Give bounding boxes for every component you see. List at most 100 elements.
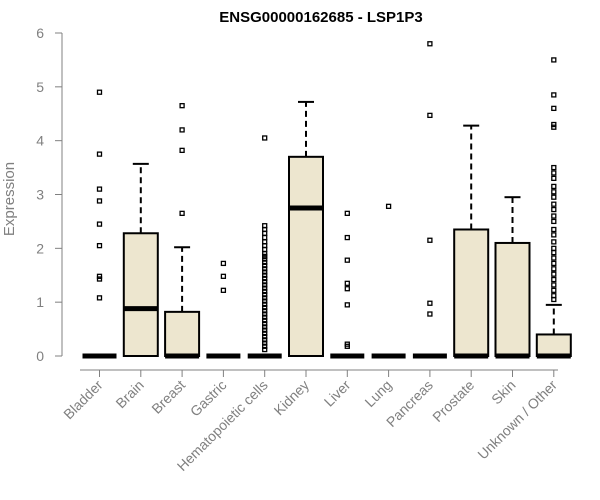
outlier-point [96, 89, 103, 95]
outlier-point [262, 288, 268, 295]
outlier-point [262, 327, 268, 333]
outlier-point [262, 343, 268, 349]
outlier-point [220, 287, 227, 293]
y-tick-label: 4 [36, 133, 44, 149]
outlier-point [262, 256, 268, 262]
outlier-point [551, 226, 557, 233]
x-tick-label: Breast [148, 377, 188, 417]
outlier-point [262, 298, 268, 304]
outlier-point [344, 286, 350, 292]
outlier-point [220, 260, 227, 267]
outlier-point [551, 255, 557, 261]
outlier-point [551, 164, 557, 171]
x-tick-label: Brain [112, 377, 146, 411]
outlier-point [262, 333, 268, 340]
box-rect [494, 241, 531, 357]
outlier-point [262, 321, 268, 327]
outlier-point [262, 282, 268, 288]
outlier-point [179, 127, 185, 133]
outlier-point [551, 170, 557, 176]
outlier-point [96, 186, 103, 192]
outlier-point [262, 346, 268, 353]
outlier-point [96, 242, 103, 249]
outlier-point [551, 92, 557, 98]
y-tick-label: 0 [36, 348, 44, 364]
outlier-point [551, 245, 557, 251]
outlier-point [551, 124, 557, 130]
outlier-point [551, 218, 557, 225]
outlier-point [427, 112, 433, 119]
box-rect [122, 232, 159, 357]
outlier-point [551, 57, 557, 63]
outlier-point [96, 151, 103, 157]
y-tick-label: 6 [36, 25, 44, 41]
outlier-point [262, 340, 268, 346]
outlier-point [344, 343, 350, 349]
outlier-point [344, 302, 350, 308]
outlier-point [96, 273, 103, 279]
outlier-point [344, 280, 350, 286]
outlier-point [551, 260, 557, 267]
x-tick-label: Skin [488, 377, 519, 408]
outlier-point [96, 198, 103, 204]
outlier-point [262, 234, 268, 241]
outlier-point [179, 210, 185, 216]
x-tick-label: Bladder [60, 377, 106, 423]
outlier-point [344, 234, 350, 241]
outlier-point [551, 282, 557, 288]
outlier-point [262, 311, 268, 317]
outlier-point [385, 203, 392, 209]
outlier-point [262, 275, 268, 282]
chart-title: ENSG00000162685 - LSP1P3 [219, 9, 422, 26]
outlier-point [262, 308, 268, 314]
outlier-point [262, 291, 268, 298]
outlier-point [344, 257, 350, 263]
outlier-point [262, 266, 268, 272]
outlier-point [551, 296, 557, 303]
outlier-point [262, 317, 268, 324]
outlier-point [344, 210, 350, 216]
outlier-point [551, 287, 557, 293]
outlier-point [262, 324, 268, 330]
outlier-point [551, 175, 557, 182]
outlier-point [179, 147, 185, 154]
outlier-point [551, 105, 557, 112]
outlier-point [551, 266, 557, 272]
outlier-point [551, 276, 557, 283]
x-tick-label: Liver [321, 377, 354, 410]
outlier-point [262, 337, 268, 343]
y-tick-label: 5 [36, 79, 44, 95]
outlier-point [220, 273, 227, 279]
outlier-point [262, 253, 268, 260]
boxes-layer [82, 41, 572, 359]
outlier-point [96, 295, 103, 301]
outlier-point [262, 246, 268, 253]
outlier-point [427, 300, 433, 306]
x-tick-label: Prostate [429, 377, 477, 425]
outlier-point [179, 103, 185, 109]
outlier-point [262, 304, 268, 311]
y-tick-label: 1 [36, 294, 44, 310]
outlier-point [262, 262, 268, 269]
y-axis-label: Expression [1, 162, 18, 236]
outlier-point [262, 259, 268, 265]
outlier-point [96, 221, 103, 227]
outlier-point [427, 237, 433, 243]
outlier-point [262, 330, 268, 337]
outlier-point [551, 213, 557, 219]
outlier-point [262, 279, 268, 285]
outlier-point [551, 232, 557, 238]
outlier-point [551, 239, 557, 245]
outlier-point [427, 311, 433, 317]
x-tick-label: Lung [361, 377, 394, 410]
outlier-point [551, 189, 557, 195]
outlier-point [551, 194, 557, 200]
box-rect [453, 228, 490, 357]
outlier-point [96, 276, 103, 282]
outlier-point [551, 206, 557, 213]
outlier-point [262, 301, 268, 307]
y-axis-ticks: 0 1 2 3 4 5 6 [36, 25, 62, 364]
outlier-point [262, 269, 268, 275]
